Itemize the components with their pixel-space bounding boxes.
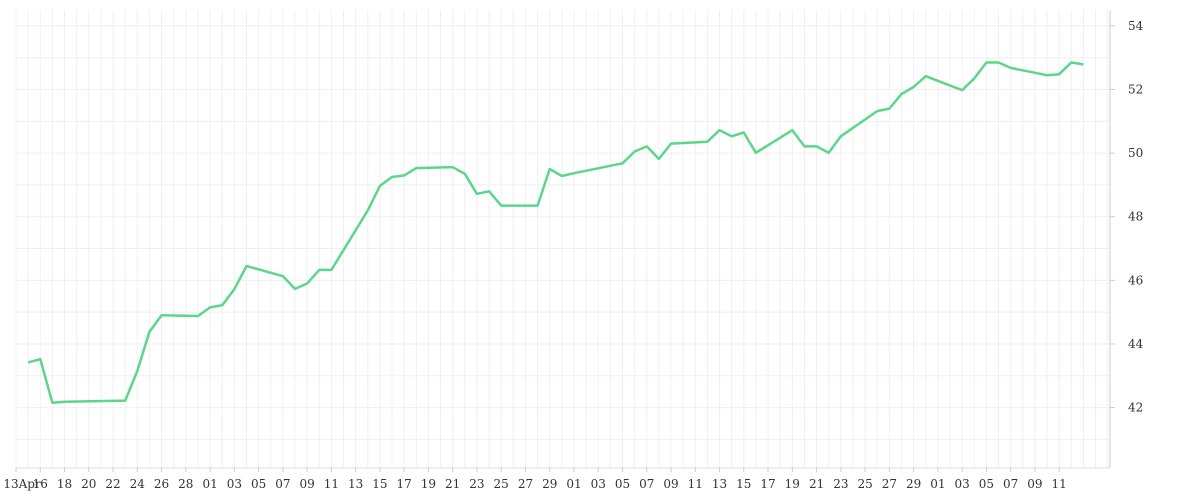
- x-tick-label: 17: [397, 477, 412, 491]
- x-tick-label: 19: [421, 477, 436, 491]
- x-tick-label: 22: [105, 477, 120, 491]
- y-tick-label: 44: [1128, 337, 1144, 351]
- x-tick-label: 21: [809, 477, 824, 491]
- y-tick-label: 52: [1128, 83, 1143, 97]
- x-tick-label: 09: [1027, 477, 1042, 491]
- x-tick-label: 09: [663, 477, 678, 491]
- series-line: [27, 61, 1084, 405]
- x-tick-label: 28: [178, 477, 193, 491]
- y-tick-label: 48: [1128, 210, 1143, 224]
- x-tick-label: 01: [930, 477, 945, 491]
- x-tick-label: 19: [785, 477, 800, 491]
- vertical-gridlines: [15, 10, 1109, 468]
- x-tick-label: 07: [1003, 477, 1018, 491]
- x-tick-label: 25: [494, 477, 509, 491]
- x-tick-label: 29: [906, 477, 921, 491]
- x-tick-label: 01: [566, 477, 581, 491]
- x-tick-label: 25: [857, 477, 872, 491]
- x-tick-label: 27: [518, 477, 533, 491]
- x-tick-label: 09: [299, 477, 314, 491]
- x-tick-label: 23: [833, 477, 848, 491]
- x-tick-label: 23: [469, 477, 484, 491]
- x-tick-label: 18: [57, 477, 72, 491]
- x-tick-label: 07: [639, 477, 654, 491]
- x-tick-label: 11: [688, 477, 703, 491]
- x-tick-label: 20: [81, 477, 96, 491]
- x-tick-label: 05: [251, 477, 266, 491]
- x-tick-label: 11: [324, 477, 339, 491]
- x-tick-label: 24: [130, 477, 146, 491]
- x-tick-label: 27: [882, 477, 897, 491]
- x-tick-label: 15: [372, 477, 387, 491]
- x-tick-label: 17: [760, 477, 775, 491]
- x-tick-label: 26: [154, 477, 169, 491]
- x-tick-label: 16: [33, 477, 48, 491]
- x-tick-label: 13: [712, 477, 727, 491]
- x-tick-label: 05: [979, 477, 994, 491]
- x-tick-label: 07: [275, 477, 290, 491]
- x-tick-label: 13Apr: [3, 477, 41, 491]
- x-tick-label: 01: [202, 477, 217, 491]
- x-tick-label: 29: [542, 477, 557, 491]
- x-tick-label: 05: [615, 477, 630, 491]
- x-tick-label: 03: [954, 477, 969, 491]
- x-tick-label: 11: [1052, 477, 1067, 491]
- x-tick-label: 03: [227, 477, 242, 491]
- y-tick-label: 50: [1128, 146, 1143, 160]
- y-axis-ticks: 42 44 46 48 50 52 54: [1110, 19, 1144, 415]
- x-tick-label: 03: [591, 477, 606, 491]
- y-tick-label: 46: [1128, 273, 1143, 287]
- y-tick-label: 42: [1128, 401, 1143, 415]
- x-tick-label: 15: [736, 477, 751, 491]
- x-tick-label: 21: [445, 477, 460, 491]
- horizontal-gridlines: [16, 25, 1110, 440]
- y-tick-label: 54: [1128, 19, 1144, 33]
- x-tick-label: 13: [348, 477, 363, 491]
